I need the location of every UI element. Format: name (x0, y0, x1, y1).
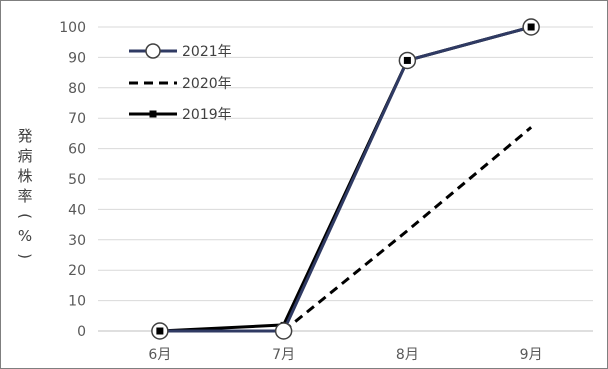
series-point-2021 (274, 322, 293, 340)
y-axis-label-char: 病 (17, 147, 32, 165)
y-tick-label: 100 (59, 20, 86, 36)
series-lines (151, 18, 540, 340)
legend-marker-2021 (145, 43, 161, 59)
legend-label: 2021年 (182, 44, 232, 60)
x-tick-label: 8月 (396, 347, 419, 363)
y-tick-label: 50 (68, 172, 86, 188)
x-tick-label: 6月 (148, 347, 171, 363)
y-axis-label-char: 株 (17, 167, 32, 185)
y-axis-label-char: 発 (17, 127, 32, 145)
series-point-2019 (527, 23, 535, 31)
y-axis-label-char: ) (16, 253, 34, 259)
legend-marker-2019 (149, 110, 157, 118)
series-point-2019 (156, 327, 164, 335)
legend-label: 2020年 (182, 76, 232, 92)
y-tick-label: 60 (68, 142, 86, 158)
y-tick-label: 30 (68, 233, 86, 249)
y-tick-label: 80 (68, 81, 86, 97)
y-tick-labels: 0 10 20 30 40 50 60 70 80 90 100 (59, 20, 86, 340)
y-tick-label: 70 (68, 111, 86, 127)
gridlines (98, 26, 593, 332)
y-tick-label: 10 (68, 294, 86, 310)
legend: 2021年 2020年 2019年 (129, 43, 232, 123)
y-tick-label: 90 (68, 50, 86, 66)
y-tick-label: 20 (68, 263, 86, 279)
x-tick-label: 7月 (272, 347, 295, 363)
y-tick-label: 0 (77, 324, 86, 340)
series-line-2021 (159, 25, 532, 333)
series-line-2020 (282, 126, 533, 333)
legend-label: 2019年 (182, 107, 232, 123)
x-tick-label: 9月 (520, 347, 543, 363)
y-tick-label: 40 (68, 202, 86, 218)
y-axis-label-char: % (18, 227, 32, 245)
y-axis-label-char: 率 (17, 187, 32, 205)
series-point-2019 (403, 56, 411, 64)
y-axis-label-char: ( (16, 213, 34, 219)
x-tick-labels: 6月 7月 8月 9月 (148, 347, 542, 363)
